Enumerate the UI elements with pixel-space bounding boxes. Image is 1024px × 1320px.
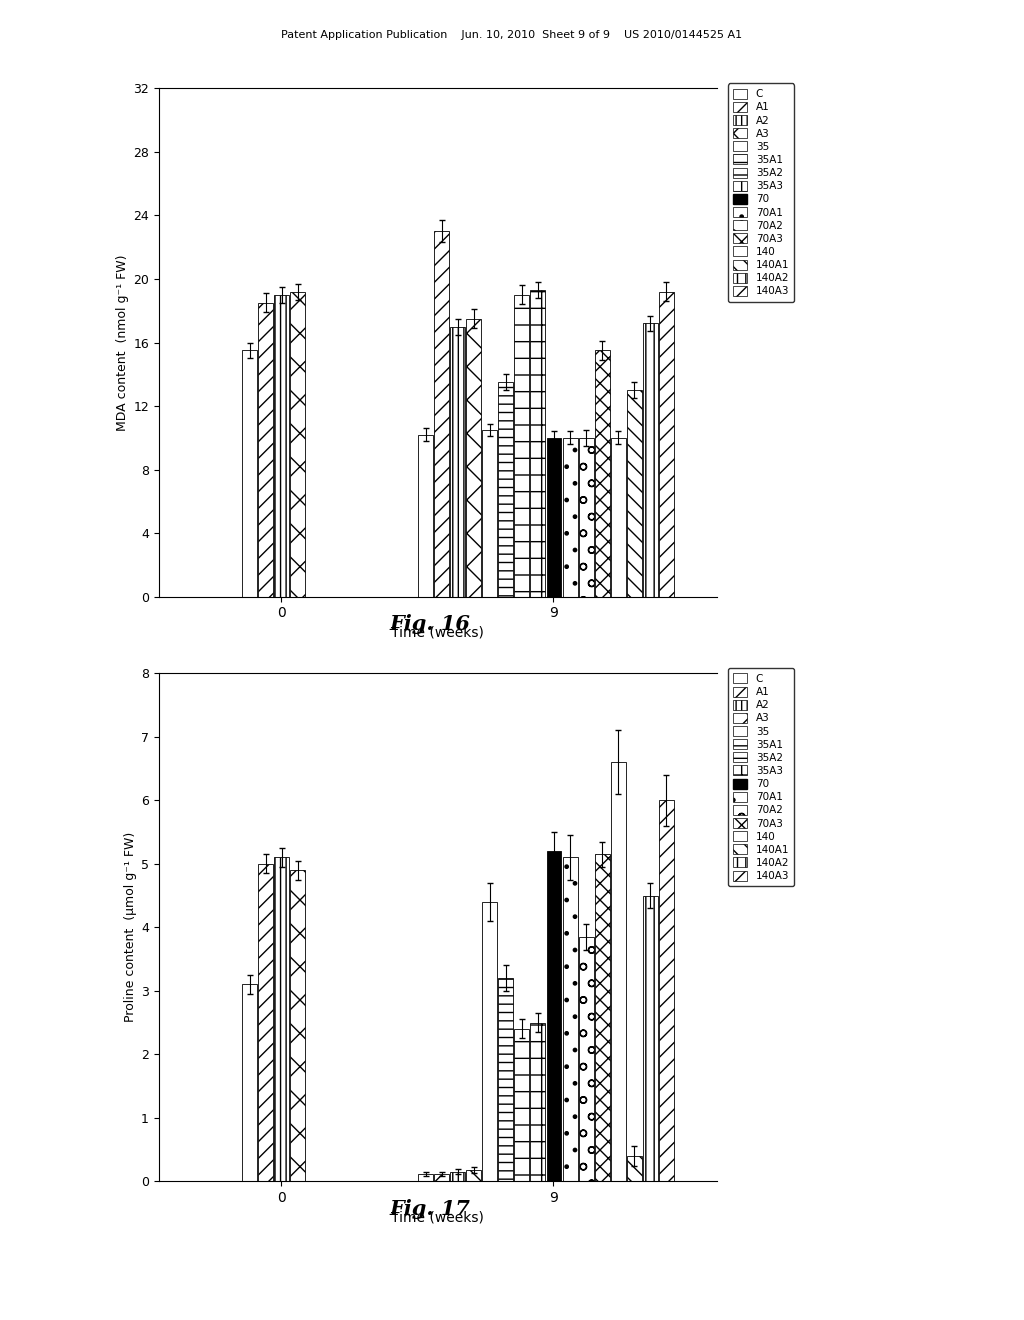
Bar xyxy=(595,854,609,1181)
Y-axis label: Proline content  (μmol g⁻¹ FW): Proline content (μmol g⁻¹ FW) xyxy=(124,832,137,1023)
Bar xyxy=(242,351,257,597)
Bar xyxy=(274,858,289,1181)
Bar xyxy=(595,351,609,597)
Bar xyxy=(434,1173,450,1181)
Bar xyxy=(514,1030,529,1181)
Bar xyxy=(499,978,513,1181)
Bar xyxy=(418,434,433,597)
Bar xyxy=(291,292,305,597)
Bar xyxy=(547,851,561,1181)
Bar xyxy=(562,858,578,1181)
Bar xyxy=(562,438,578,597)
Bar xyxy=(482,902,498,1181)
Legend: C, A1, A2, A3, 35, 35A1, 35A2, 35A3, 70, 70A1, 70A2, 70A3, 140, 140A1, 140A2, 14: C, A1, A2, A3, 35, 35A1, 35A2, 35A3, 70,… xyxy=(728,668,795,887)
Bar xyxy=(659,800,674,1181)
Bar xyxy=(258,863,273,1181)
Bar xyxy=(643,323,657,597)
Bar xyxy=(451,1172,465,1181)
Bar xyxy=(547,438,561,597)
Text: Fig. 16: Fig. 16 xyxy=(390,614,470,634)
Bar xyxy=(643,895,657,1181)
Bar xyxy=(530,290,546,597)
Bar xyxy=(514,294,529,597)
Bar xyxy=(274,294,289,597)
Bar xyxy=(466,318,481,597)
Bar xyxy=(610,762,626,1181)
Bar xyxy=(291,870,305,1181)
Bar xyxy=(258,302,273,597)
Bar xyxy=(530,1023,546,1181)
Bar xyxy=(659,292,674,597)
Text: Fig. 17: Fig. 17 xyxy=(390,1199,470,1218)
Y-axis label: MDA content  (nmol g⁻¹ FW): MDA content (nmol g⁻¹ FW) xyxy=(116,255,129,430)
Bar xyxy=(579,438,594,597)
X-axis label: Time (weeks): Time (weeks) xyxy=(391,626,484,640)
Bar xyxy=(451,326,465,597)
Bar xyxy=(418,1173,433,1181)
Bar xyxy=(627,391,642,597)
Bar xyxy=(434,231,450,597)
Bar xyxy=(499,383,513,597)
Bar xyxy=(610,438,626,597)
Bar xyxy=(579,937,594,1181)
Bar xyxy=(466,1170,481,1181)
Text: Patent Application Publication    Jun. 10, 2010  Sheet 9 of 9    US 2010/0144525: Patent Application Publication Jun. 10, … xyxy=(282,30,742,41)
X-axis label: Time (weeks): Time (weeks) xyxy=(391,1210,484,1225)
Bar xyxy=(482,430,498,597)
Bar xyxy=(242,985,257,1181)
Legend: C, A1, A2, A3, 35, 35A1, 35A2, 35A3, 70, 70A1, 70A2, 70A3, 140, 140A1, 140A2, 14: C, A1, A2, A3, 35, 35A1, 35A2, 35A3, 70,… xyxy=(728,83,795,302)
Bar xyxy=(627,1156,642,1181)
